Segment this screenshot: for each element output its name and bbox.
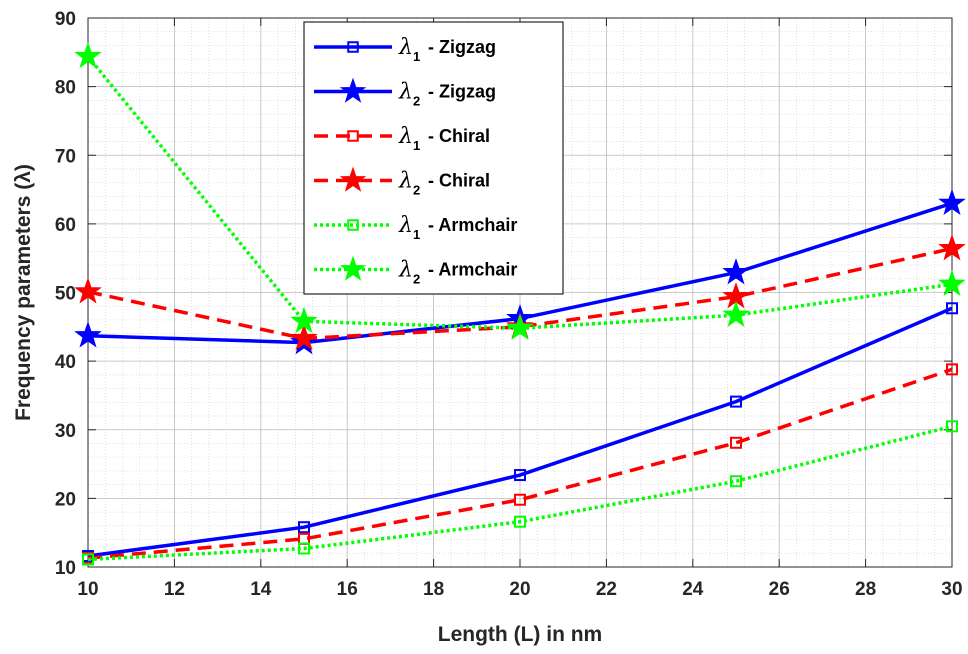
data-point-square bbox=[946, 302, 958, 315]
x-tick-label: 24 bbox=[682, 579, 704, 600]
x-tick-label: 14 bbox=[250, 579, 272, 600]
x-tick-label: 12 bbox=[164, 579, 185, 600]
series-5 bbox=[82, 420, 958, 566]
data-point-star bbox=[339, 77, 367, 103]
data-point-square bbox=[82, 553, 94, 566]
data-point-star bbox=[938, 269, 966, 297]
data-point-square bbox=[946, 363, 958, 376]
series-line bbox=[87, 306, 953, 558]
series-line bbox=[86, 55, 953, 330]
data-point-square bbox=[298, 542, 310, 555]
data-point-square bbox=[514, 469, 526, 482]
legend-symbol: λ bbox=[398, 169, 413, 194]
y-tick-label: 70 bbox=[55, 146, 76, 167]
y-tick-label: 80 bbox=[55, 78, 76, 99]
data-point-square bbox=[514, 493, 526, 506]
legend-label: - Zigzag bbox=[428, 37, 496, 57]
series-line bbox=[87, 424, 953, 562]
data-point-square bbox=[730, 475, 742, 488]
legend-symbol: λ bbox=[398, 258, 413, 283]
data-point-star bbox=[290, 323, 318, 351]
data-point-star bbox=[506, 313, 534, 340]
legend-symbol: λ bbox=[398, 80, 413, 105]
legend-subscript: 1 bbox=[413, 138, 420, 153]
legend-label: - Chiral bbox=[428, 126, 490, 146]
data-point-square bbox=[347, 41, 359, 53]
data-point-star bbox=[339, 166, 367, 192]
y-tick-label: 50 bbox=[55, 284, 76, 305]
data-point-square bbox=[347, 130, 359, 142]
data-point-star bbox=[938, 188, 966, 216]
y-tick-label: 60 bbox=[55, 215, 76, 236]
legend-label: - Armchair bbox=[428, 260, 517, 280]
legend-label: - Chiral bbox=[428, 171, 490, 191]
legend-label: - Armchair bbox=[428, 215, 517, 235]
y-tick-label: 20 bbox=[55, 489, 76, 510]
y-tick-labels: 10 20 30 40 50 60 70 80 90 bbox=[55, 9, 76, 579]
data-point-star bbox=[722, 258, 750, 285]
data-point-star bbox=[722, 300, 750, 327]
data-point-square bbox=[946, 420, 958, 433]
legend-symbol: λ bbox=[398, 35, 413, 60]
legend-subscript: 2 bbox=[413, 272, 420, 287]
data-point-square bbox=[347, 219, 359, 231]
legend-subscript: 2 bbox=[413, 94, 420, 109]
x-tick-label: 16 bbox=[337, 579, 358, 600]
legend-symbol: λ bbox=[398, 124, 413, 149]
series-6 bbox=[74, 41, 966, 340]
data-point-square bbox=[730, 436, 742, 449]
y-axis-label: Frequency parameters (λ) bbox=[12, 164, 35, 421]
x-tick-label: 28 bbox=[855, 579, 876, 600]
x-tick-label: 20 bbox=[509, 579, 530, 600]
legend-symbol: λ bbox=[398, 213, 413, 238]
data-point-square bbox=[514, 515, 526, 528]
y-tick-label: 10 bbox=[55, 558, 76, 579]
series-1 bbox=[82, 302, 958, 563]
data-point-square bbox=[298, 521, 310, 534]
legend-label: - Zigzag bbox=[428, 82, 496, 102]
data-point-square bbox=[730, 395, 742, 408]
data-point-star bbox=[290, 306, 318, 334]
x-tick-label: 26 bbox=[769, 579, 790, 600]
legend-subscript: 1 bbox=[413, 227, 420, 242]
y-tick-label: 90 bbox=[55, 9, 76, 30]
y-tick-label: 30 bbox=[55, 421, 76, 442]
x-tick-label: 22 bbox=[596, 579, 617, 600]
legend-box bbox=[303, 21, 564, 295]
x-tick-label: 30 bbox=[941, 579, 962, 600]
series-layer bbox=[74, 41, 966, 566]
data-point-star bbox=[74, 41, 102, 69]
series-line bbox=[87, 367, 953, 560]
x-axis-label: Length (L) in nm bbox=[438, 623, 602, 646]
x-tick-label: 10 bbox=[77, 579, 98, 600]
x-tick-label: 18 bbox=[423, 579, 444, 600]
series-line bbox=[87, 246, 953, 341]
legend-subscript: 1 bbox=[413, 49, 420, 64]
y-tick-label: 40 bbox=[55, 352, 76, 373]
x-tick-labels: 10 12 14 16 18 20 22 24 26 28 30 bbox=[77, 579, 962, 600]
legend-subscript: 2 bbox=[413, 183, 420, 198]
data-point-star bbox=[339, 255, 367, 281]
data-point-star bbox=[74, 277, 102, 304]
data-point-star bbox=[938, 234, 966, 261]
data-point-star bbox=[74, 321, 102, 348]
